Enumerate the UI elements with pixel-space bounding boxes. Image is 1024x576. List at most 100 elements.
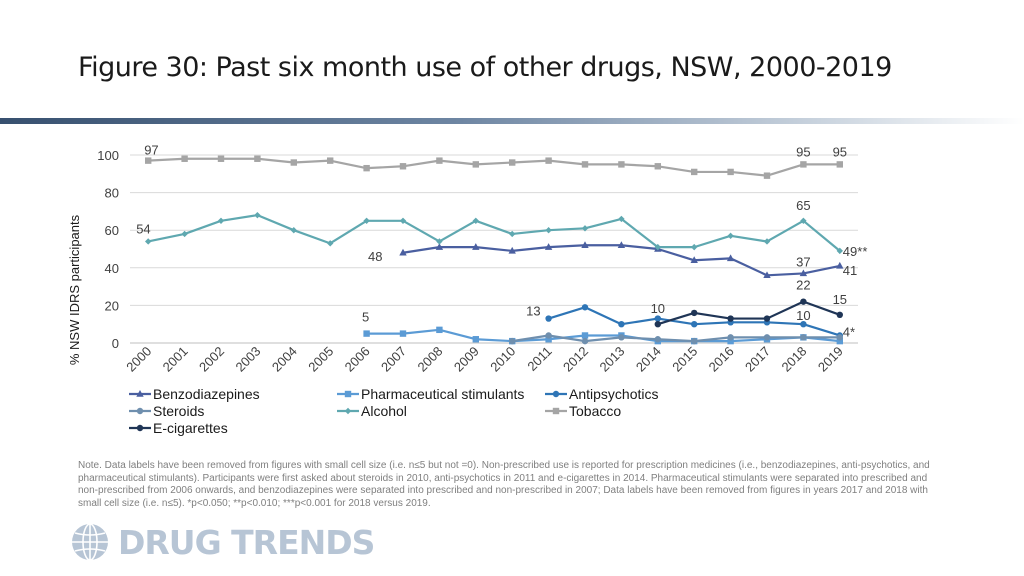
- data-label: 41: [843, 263, 857, 278]
- data-point: [800, 298, 807, 305]
- data-label: 65: [796, 198, 810, 213]
- data-point: [836, 337, 843, 345]
- data-point: [654, 336, 661, 343]
- data-point: [217, 155, 225, 162]
- legend-item-benzodiazepines: Benzodiazepines: [128, 386, 336, 402]
- data-label: 95: [796, 144, 810, 159]
- series-line-steroids: [512, 334, 840, 343]
- legend-marker: [545, 407, 567, 415]
- series-line-alcohol: [147, 214, 841, 252]
- series-tobacco: [145, 155, 843, 179]
- x-tick-label: 2019: [815, 344, 846, 375]
- data-label: 54: [136, 221, 150, 236]
- chart-note: Note. Data labels have been removed from…: [78, 460, 930, 509]
- series-line-tobacco: [148, 157, 840, 177]
- x-tick-label: 2017: [742, 344, 773, 375]
- data-label: 10: [651, 301, 665, 316]
- legend-marker-shape: [552, 390, 560, 398]
- data-label: 49**: [843, 244, 868, 259]
- data-point: [836, 334, 843, 341]
- x-tick-label: 2016: [706, 344, 737, 375]
- x-tick-label: 2006: [342, 344, 373, 375]
- series-alcohol: [145, 211, 843, 255]
- data-point: [763, 315, 771, 322]
- x-tick-label: 2011: [524, 344, 554, 374]
- data-point: [399, 330, 407, 337]
- legend-label: Pharmaceutical stimulants: [361, 386, 525, 402]
- series-line-e-cigarettes: [657, 300, 841, 326]
- data-point: [399, 248, 407, 256]
- data-point: [727, 337, 734, 345]
- legend-marker-shape: [136, 407, 144, 415]
- legend-label: Tobacco: [569, 403, 622, 419]
- data-point: [217, 217, 225, 224]
- data-point: [472, 161, 479, 168]
- data-label: 13: [526, 304, 540, 319]
- data-point: [800, 217, 807, 224]
- y-tick-label: 100: [97, 148, 119, 163]
- data-point: [545, 157, 552, 164]
- data-point: [727, 315, 734, 322]
- data-point: [399, 163, 407, 170]
- data-point: [581, 241, 589, 248]
- data-label: 48: [368, 249, 382, 264]
- data-label: 37: [796, 254, 810, 269]
- legend-label: Antipsychotics: [569, 386, 659, 402]
- legend-marker: [337, 407, 359, 415]
- data-point: [727, 232, 734, 240]
- legend-item-tobacco: Tobacco: [544, 403, 684, 419]
- legend-label: E-cigarettes: [153, 420, 228, 436]
- x-tick-label: 2014: [633, 344, 664, 375]
- series-e-cigarettes: [654, 298, 843, 328]
- data-label: 5: [362, 310, 369, 325]
- data-point: [145, 238, 152, 245]
- data-point: [436, 238, 443, 245]
- series-line-benzodiazepines: [402, 244, 841, 277]
- y-tick-label: 80: [105, 186, 119, 201]
- data-point: [691, 321, 698, 328]
- data-point: [436, 157, 443, 164]
- legend-marker: [129, 407, 151, 415]
- data-point: [181, 230, 188, 238]
- x-tick-label: 2018: [778, 344, 809, 375]
- x-tick-label: 2007: [378, 344, 409, 375]
- series-benzodiazepines: [399, 241, 844, 279]
- legend-marker: [337, 390, 359, 398]
- logo-text: DRUG TRENDS: [118, 522, 375, 562]
- x-tick-label: 2005: [305, 344, 336, 375]
- data-point: [508, 246, 516, 254]
- chart-legend: Benzodiazepines Pharmaceutical stimulants…: [128, 386, 688, 436]
- line-chart: 0 20 40 60 80 100 2000 2001 2002 2003 2004 2005 2006…: [67, 143, 868, 375]
- x-tick-label: 2003: [232, 344, 263, 375]
- legend-item-antipsychotics: Antipsychotics: [544, 386, 684, 402]
- x-tick-label: 2012: [560, 344, 591, 375]
- data-label: 97: [144, 143, 158, 158]
- data-point: [800, 321, 807, 328]
- legend-marker-shape: [136, 390, 144, 397]
- data-point: [327, 240, 334, 247]
- legend-item-alcohol: Alcohol: [336, 403, 544, 419]
- data-point: [435, 243, 444, 250]
- data-point: [618, 161, 625, 168]
- legend-marker-shape: [136, 424, 144, 432]
- data-point: [363, 217, 370, 224]
- data-point: [836, 161, 843, 168]
- data-point: [836, 247, 843, 255]
- data-label: 10: [796, 308, 810, 323]
- data-point: [290, 159, 297, 166]
- data-point: [399, 217, 407, 224]
- page-title: Figure 30: Past six month use of other d…: [78, 52, 892, 83]
- data-point: [581, 304, 589, 311]
- data-point: [472, 336, 479, 343]
- data-point: [581, 225, 589, 232]
- data-label: 22: [796, 278, 810, 293]
- data-point: [800, 161, 807, 168]
- x-tick-label: 2002: [196, 344, 227, 375]
- x-tick-label: 2008: [414, 344, 445, 375]
- y-axis-label: % NSW IDRS participants: [67, 214, 82, 365]
- data-point: [691, 168, 698, 176]
- data-point: [327, 157, 334, 164]
- x-tick-label: 2000: [123, 344, 154, 375]
- data-label: 4*: [843, 324, 855, 339]
- data-point: [509, 159, 516, 166]
